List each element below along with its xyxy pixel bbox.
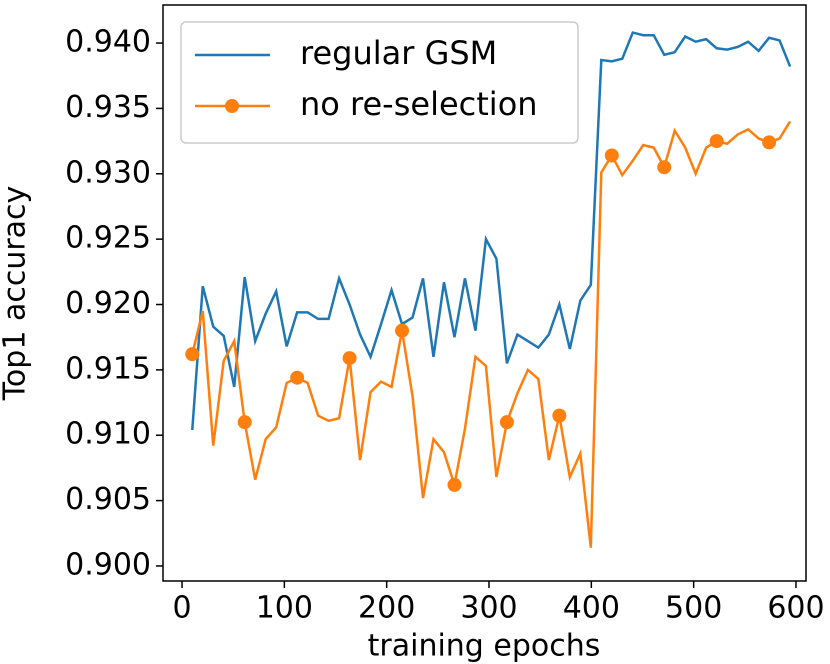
marker [237, 415, 252, 430]
x-tick-label: 100 [256, 591, 313, 626]
x-tick-label: 300 [460, 591, 517, 626]
marker [552, 408, 567, 423]
marker [290, 370, 305, 385]
legend-marker [225, 99, 239, 113]
series-line [191, 31, 792, 431]
y-tick-label: 0.915 [65, 351, 151, 386]
legend-label: regular GSM [300, 34, 497, 72]
y-tick-label: 0.930 [65, 155, 151, 190]
legend-label: no re-selection [300, 85, 538, 123]
marker [762, 135, 777, 150]
x-tick-label: 500 [665, 591, 722, 626]
y-tick-label: 0.935 [65, 90, 151, 125]
x-axis-label: training epochs [368, 629, 601, 664]
y-tick-label: 0.905 [65, 482, 151, 517]
x-tick-label: 400 [563, 591, 620, 626]
y-tick-label: 0.940 [65, 25, 151, 60]
marker [447, 477, 462, 492]
y-tick-label: 0.910 [65, 417, 151, 452]
marker [395, 323, 410, 338]
y-axis-label: Top1 accuracy [0, 186, 33, 402]
marker [604, 148, 619, 163]
marker [709, 134, 724, 149]
marker [499, 415, 514, 430]
series-line [191, 120, 792, 548]
y-tick-label: 0.920 [65, 286, 151, 321]
legend-box [180, 21, 579, 144]
marker [657, 160, 672, 175]
x-tick-label: 600 [767, 591, 824, 626]
plot-frame [162, 4, 807, 582]
marker [185, 347, 200, 362]
y-tick-label: 0.925 [65, 221, 151, 256]
y-tick-label: 0.900 [65, 547, 151, 582]
x-tick-label: 0 [172, 591, 191, 626]
x-tick-label: 200 [358, 591, 415, 626]
marker [342, 351, 357, 366]
